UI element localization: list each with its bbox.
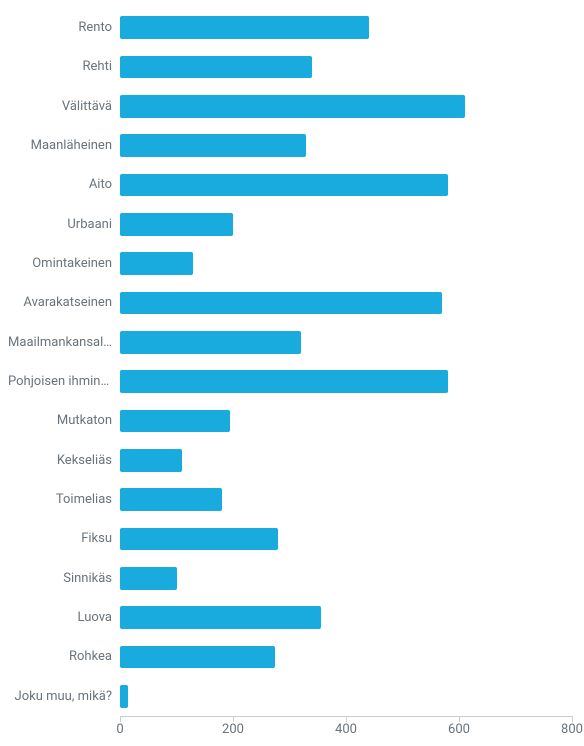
- category-label: Maanläheinen: [8, 138, 120, 153]
- category-label: Luova: [8, 610, 120, 625]
- category-label: Pohjoisen ihminen: [8, 374, 120, 389]
- bar-row: Rehti: [120, 56, 572, 79]
- bar-row: Sinnikäs: [120, 567, 572, 590]
- bar-row: Maailmankansal…: [120, 331, 572, 354]
- bar: [120, 95, 465, 118]
- bar-row: Aito: [120, 174, 572, 197]
- bar-row: Pohjoisen ihminen: [120, 370, 572, 393]
- bar-row: Omintakeinen: [120, 252, 572, 275]
- bars-container: Rento Rehti Välittävä Maanläheinen Aito Urbaa…: [120, 8, 572, 716]
- bar: [120, 252, 193, 275]
- x-tick-label: 400: [335, 722, 357, 737]
- bar: [120, 567, 177, 590]
- bar: [120, 56, 312, 79]
- bar: [120, 213, 233, 236]
- bar-row: Mutkaton: [120, 410, 572, 433]
- category-label: Fiksu: [8, 531, 120, 546]
- bar: [120, 16, 369, 39]
- bar-row: Urbaani: [120, 213, 572, 236]
- category-label: Avarakatseinen: [8, 295, 120, 310]
- bar-row: Avarakatseinen: [120, 292, 572, 315]
- category-label: Toimelias: [8, 492, 120, 507]
- category-label: Maailmankansal…: [8, 335, 120, 350]
- bar: [120, 370, 448, 393]
- bar: [120, 646, 275, 669]
- bar-row: Välittävä: [120, 95, 572, 118]
- bar: [120, 685, 128, 708]
- bar-row: Luova: [120, 606, 572, 629]
- bar-row: Rento: [120, 16, 572, 39]
- bar-row: Rohkea: [120, 646, 572, 669]
- plot-area: Rento Rehti Välittävä Maanläheinen Aito Urbaa…: [120, 8, 572, 716]
- bar-row: Fiksu: [120, 528, 572, 551]
- x-tick-label: 0: [116, 722, 123, 737]
- category-label: Välittävä: [8, 99, 120, 114]
- category-label: Joku muu, mikä?: [8, 689, 120, 704]
- bar: [120, 410, 230, 433]
- category-label: Rohkea: [8, 649, 120, 664]
- bar: [120, 331, 301, 354]
- category-label: Aito: [8, 177, 120, 192]
- bar: [120, 488, 222, 511]
- bar-row: Kekseliäs: [120, 449, 572, 472]
- category-label: Rento: [8, 20, 120, 35]
- horizontal-bar-chart: Rento Rehti Välittävä Maanläheinen Aito Urbaa…: [0, 0, 584, 746]
- bar-row: Maanläheinen: [120, 134, 572, 157]
- x-axis: 0200400600800: [120, 716, 572, 746]
- category-label: Rehti: [8, 59, 120, 74]
- category-label: Omintakeinen: [8, 256, 120, 271]
- bar: [120, 134, 306, 157]
- bar: [120, 606, 321, 629]
- bar: [120, 174, 448, 197]
- bar: [120, 528, 278, 551]
- bar: [120, 449, 182, 472]
- x-tick-label: 600: [448, 722, 470, 737]
- category-label: Sinnikäs: [8, 571, 120, 586]
- bar-row: Toimelias: [120, 488, 572, 511]
- category-label: Kekseliäs: [8, 453, 120, 468]
- bar: [120, 292, 442, 315]
- category-label: Mutkaton: [8, 413, 120, 428]
- bar-row: Joku muu, mikä?: [120, 685, 572, 708]
- category-label: Urbaani: [8, 217, 120, 232]
- x-tick-label: 200: [222, 722, 244, 737]
- x-tick-label: 800: [561, 722, 583, 737]
